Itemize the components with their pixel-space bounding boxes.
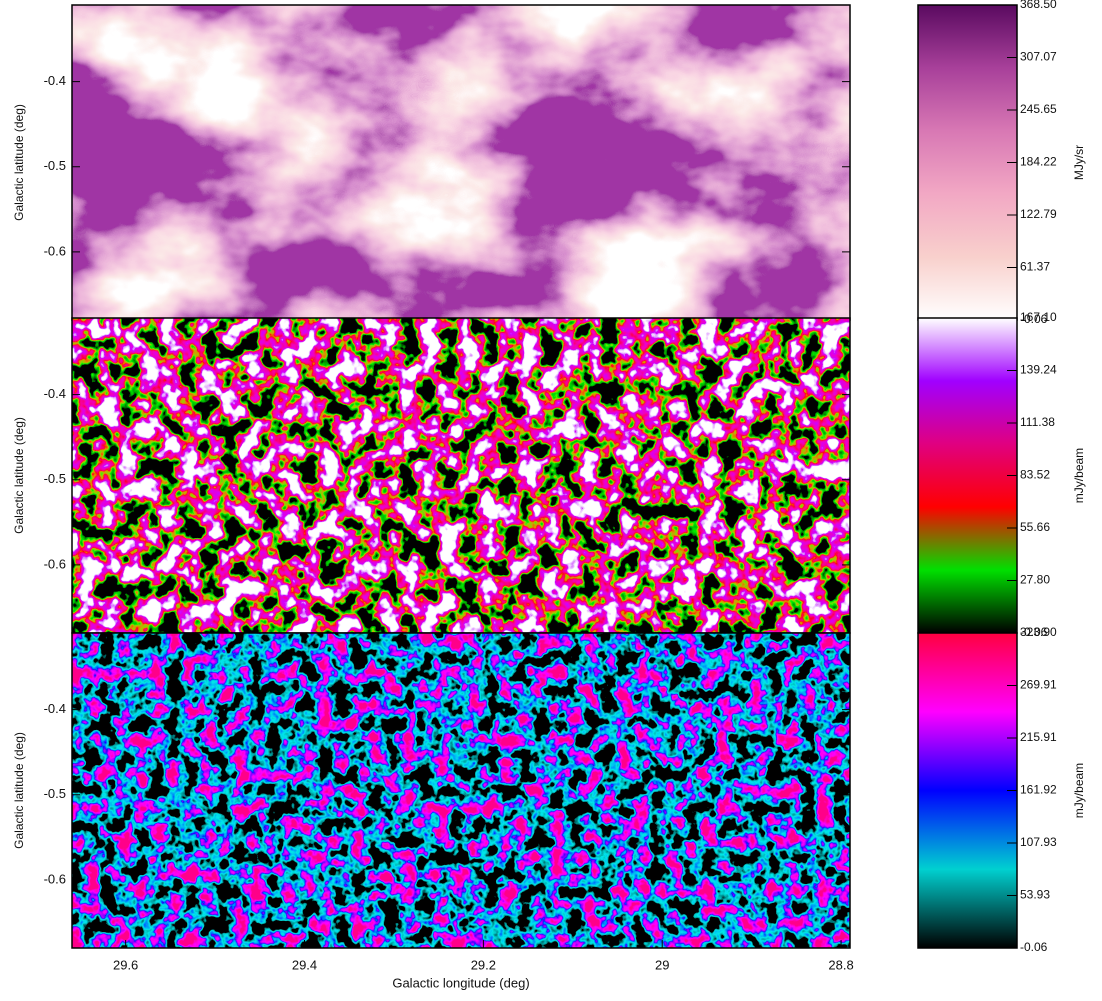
colorbar-tick-label: 245.65: [1020, 102, 1057, 116]
sky-image: [72, 633, 850, 948]
colorbar-tick-label: 107.93: [1020, 835, 1057, 849]
colorbar-tick-label: -0.06: [1020, 940, 1048, 954]
colorbar-tick-label: 269.91: [1020, 678, 1057, 692]
y-tick-label: -0.5: [44, 158, 66, 173]
colorbar-tick-label: 55.66: [1020, 520, 1050, 534]
colorbar-tick-label: 307.07: [1020, 50, 1057, 64]
x-tick-label: 29.6: [113, 957, 138, 972]
colorbar-tick-label: 184.22: [1020, 155, 1057, 169]
y-tick-label: -0.4: [44, 386, 66, 401]
y-tick-label: -0.4: [44, 701, 66, 716]
y-axis-label: Galactic latitude (deg): [12, 732, 26, 849]
colorbar-tick-label: -0.06: [1020, 625, 1048, 639]
x-tick-label: 29.2: [471, 957, 496, 972]
colorbar-tick-label: 215.91: [1020, 730, 1057, 744]
y-tick-label: -0.5: [44, 471, 66, 486]
y-tick-label: -0.6: [44, 871, 66, 886]
colorbar-tick-label: 83.52: [1020, 468, 1050, 482]
x-tick-label: 28.8: [828, 957, 853, 972]
colorbar-label: mJy/beam: [1072, 763, 1086, 818]
colorbar-tick-label: 161.92: [1020, 783, 1057, 797]
x-axis-label: Galactic longitude (deg): [392, 975, 529, 990]
colorbar-tick-label: 53.93: [1020, 888, 1050, 902]
y-tick-label: -0.6: [44, 556, 66, 571]
panel-frame: [71, 632, 851, 949]
colorbar-tick-label: 139.24: [1020, 363, 1057, 377]
colorbar-label: MJy/sr: [1072, 145, 1086, 180]
colorbar-tick-label: 27.80: [1020, 573, 1050, 587]
colorbar: [917, 317, 1018, 634]
colorbar-tick-label: -0.06: [1020, 312, 1048, 326]
y-tick-label: -0.6: [44, 243, 66, 258]
colorbar-tick-label: 122.79: [1020, 207, 1057, 221]
x-tick-label: 29: [655, 957, 669, 972]
colorbar-tick-label: 167.10: [1020, 310, 1057, 324]
colorbar-tick-label: 323.90: [1020, 625, 1057, 639]
colorbar: [917, 632, 1018, 949]
y-axis-label: Galactic latitude (deg): [12, 104, 26, 221]
sky-image: [72, 5, 850, 320]
colorbar-tick-label: 368.50: [1020, 0, 1057, 11]
colorbar-label: mJy/beam: [1072, 448, 1086, 503]
y-tick-label: -0.4: [44, 73, 66, 88]
colorbar-tick-label: 61.37: [1020, 260, 1050, 274]
sky-image: [72, 318, 850, 633]
y-tick-label: -0.5: [44, 786, 66, 801]
x-tick-label: 29.4: [292, 957, 317, 972]
colorbar: [917, 4, 1018, 321]
y-axis-label: Galactic latitude (deg): [12, 417, 26, 534]
colorbar-tick-label: 111.38: [1020, 415, 1055, 429]
